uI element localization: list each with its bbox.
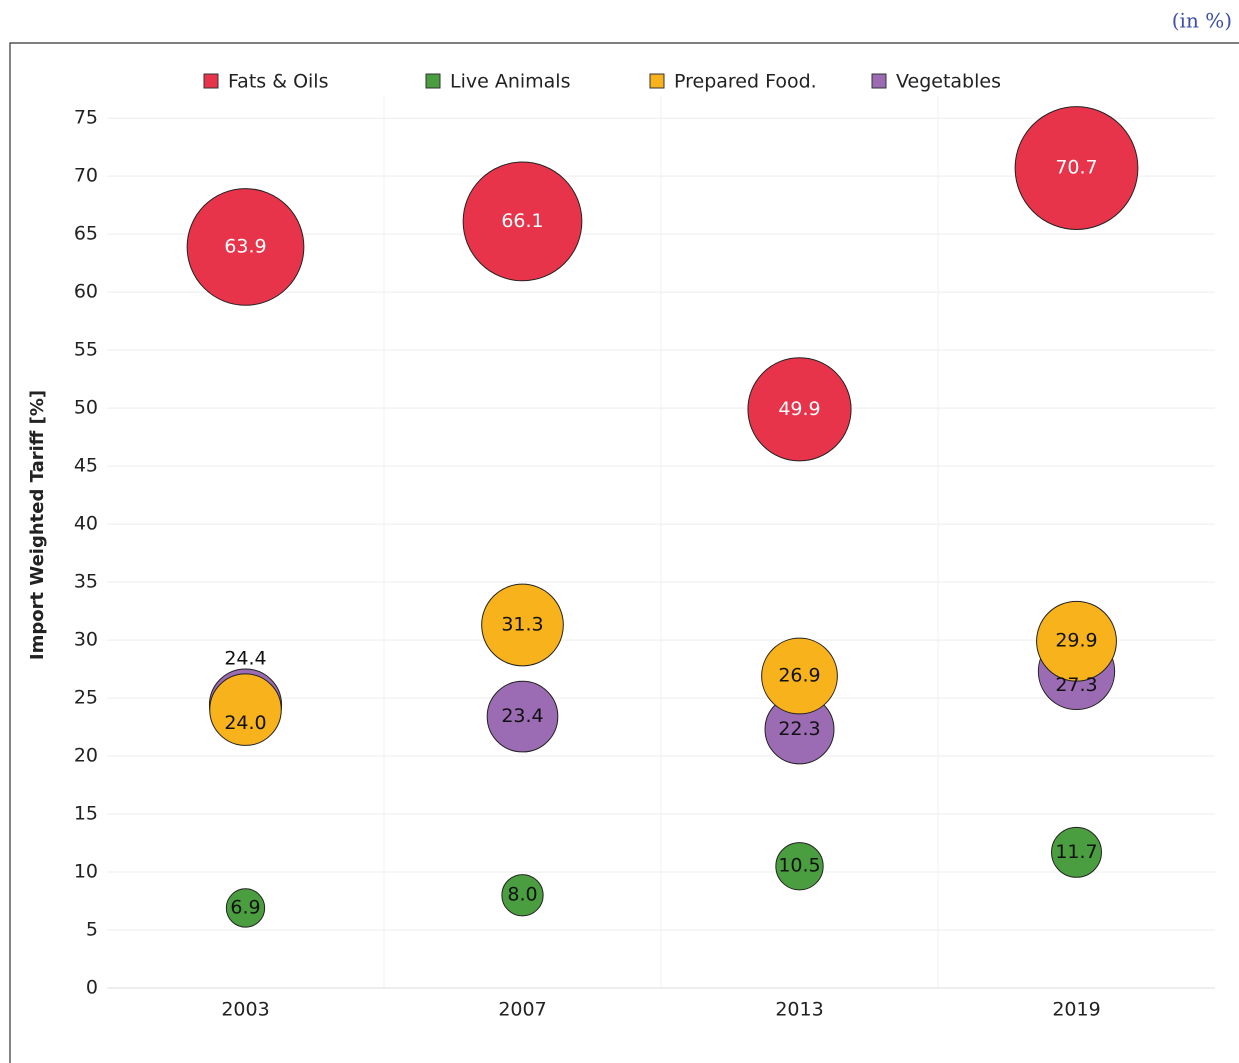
bubble bbox=[186, 188, 305, 306]
y-tick-label: 15 bbox=[74, 803, 98, 825]
bubble bbox=[747, 357, 852, 462]
y-tick-label: 30 bbox=[74, 629, 98, 651]
bubble bbox=[225, 888, 266, 928]
bubble bbox=[481, 583, 564, 667]
data-label: 24.0 bbox=[224, 712, 266, 734]
y-tick-label: 25 bbox=[74, 687, 98, 709]
data-label: 23.4 bbox=[501, 705, 543, 727]
y-tick-label: 10 bbox=[74, 861, 98, 883]
y-tick-label: 55 bbox=[74, 339, 98, 361]
y-tick-label: 75 bbox=[74, 107, 98, 129]
x-tick-label: 2003 bbox=[221, 999, 269, 1021]
bubble bbox=[1051, 826, 1102, 878]
bubble bbox=[1036, 600, 1117, 682]
y-tick-label: 35 bbox=[74, 571, 98, 593]
bubble bbox=[761, 637, 838, 715]
legend-label: Vegetables bbox=[896, 71, 1001, 93]
y-tick-label: 20 bbox=[74, 745, 98, 767]
legend-label: Live Animals bbox=[450, 71, 571, 93]
y-tick-label: 45 bbox=[74, 455, 98, 477]
frame bbox=[9, 42, 1239, 1063]
y-tick-label: 40 bbox=[74, 513, 98, 535]
data-label: 66.1 bbox=[501, 210, 543, 232]
data-label: 63.9 bbox=[224, 235, 266, 257]
y-axis-label: Import Weighted Tariff [%] bbox=[27, 390, 48, 660]
data-label: 8.0 bbox=[507, 884, 537, 906]
data-label: 22.3 bbox=[778, 718, 820, 740]
data-label: 70.7 bbox=[1055, 157, 1097, 179]
data-label: 11.7 bbox=[1055, 841, 1097, 863]
x-tick-label: 2013 bbox=[775, 999, 823, 1021]
bubble bbox=[501, 874, 544, 917]
legend-label: Prepared Food. bbox=[674, 71, 817, 93]
legend-swatch bbox=[203, 73, 219, 89]
bubble bbox=[209, 673, 282, 746]
data-label: 27.3 bbox=[1055, 674, 1097, 696]
bubble bbox=[486, 680, 559, 753]
data-label: 24.4 bbox=[224, 647, 266, 669]
legend-swatch bbox=[425, 73, 441, 89]
bubble bbox=[775, 842, 824, 891]
data-label: 6.9 bbox=[230, 896, 260, 918]
bubble bbox=[462, 161, 583, 282]
unit-note: (in %) bbox=[1172, 9, 1232, 33]
legend-label: Fats & Oils bbox=[228, 71, 328, 93]
y-tick-label: 65 bbox=[74, 223, 98, 245]
x-tick-label: 2019 bbox=[1052, 999, 1100, 1021]
data-label: 29.9 bbox=[1055, 630, 1097, 652]
y-tick-label: 5 bbox=[86, 919, 98, 941]
x-tick-label: 2007 bbox=[498, 999, 546, 1021]
y-tick-label: 70 bbox=[74, 165, 98, 187]
data-label: 10.5 bbox=[778, 855, 820, 877]
legend-swatch bbox=[649, 73, 665, 89]
data-label: 49.9 bbox=[778, 398, 820, 420]
y-tick-label: 0 bbox=[86, 977, 98, 999]
y-tick-label: 50 bbox=[74, 397, 98, 419]
bubble bbox=[1014, 106, 1139, 230]
data-label: 31.3 bbox=[501, 614, 543, 636]
legend-swatch bbox=[871, 73, 887, 89]
data-label: 26.9 bbox=[778, 665, 820, 687]
y-tick-label: 60 bbox=[74, 281, 98, 303]
